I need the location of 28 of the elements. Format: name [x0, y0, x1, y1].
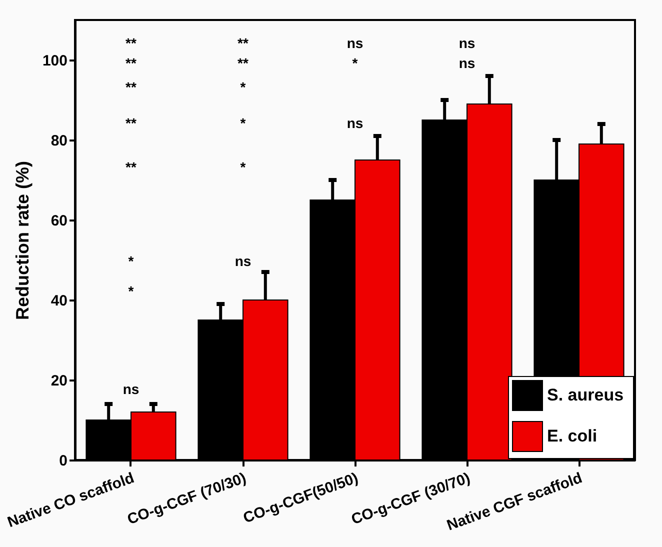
annotation: * [240, 159, 246, 175]
annotation: ns [458, 55, 476, 71]
annotation: ns [346, 35, 364, 51]
annotation: * [128, 283, 134, 299]
annotation: ** [126, 55, 137, 71]
y-tick-label: 100 [42, 52, 68, 70]
annotation: ** [126, 115, 137, 131]
annotation: ** [238, 55, 249, 71]
annotation: ** [238, 35, 249, 51]
y-tick-label: 60 [50, 212, 68, 230]
y-tick-label: 0 [59, 452, 68, 470]
annotation: * [352, 55, 358, 71]
annotation: ns [346, 115, 364, 131]
annotation: ** [126, 79, 137, 95]
annotation: * [240, 115, 246, 131]
annotation: ns [458, 35, 476, 51]
y-tick-label: 20 [50, 372, 68, 390]
annotation: ** [126, 159, 137, 175]
y-tick-label: 40 [50, 292, 68, 310]
legend-label: S. aureus [547, 386, 624, 404]
annotation: * [240, 79, 246, 95]
annotation: ns [234, 253, 252, 269]
y-tick-label: 80 [50, 132, 68, 150]
legend-label: E. coli [547, 426, 598, 446]
annotation: ** [126, 35, 137, 51]
annotation: * [128, 253, 134, 269]
annotation: ns [122, 381, 140, 397]
y-axis-title: Reduction rate (%) [12, 160, 32, 320]
